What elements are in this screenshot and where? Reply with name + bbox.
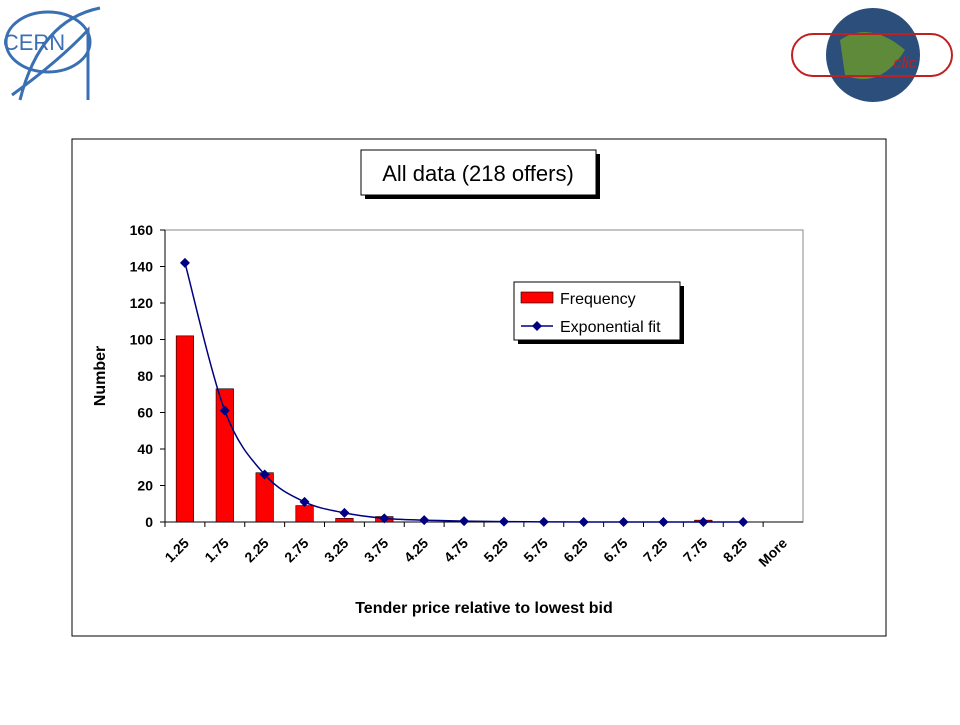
fit-marker	[738, 517, 749, 527]
bar	[335, 518, 354, 523]
fit-marker	[578, 517, 589, 527]
y-tick-label: 40	[137, 441, 153, 457]
clic-logo: clic	[791, 8, 953, 102]
bar	[175, 335, 195, 523]
legend-swatch	[532, 321, 542, 331]
fit-marker	[538, 516, 549, 527]
y-axis-label: Number	[92, 346, 109, 406]
y-tick-label: 20	[137, 478, 153, 494]
fit-marker	[259, 469, 270, 480]
title-box	[360, 149, 597, 196]
fit-marker	[618, 517, 629, 527]
y-tick-label: 120	[130, 295, 154, 311]
fit-line	[184, 262, 744, 523]
fit-marker	[459, 516, 470, 527]
fit-marker	[698, 517, 709, 527]
fit-marker	[379, 513, 390, 524]
fit-marker	[498, 516, 509, 527]
y-tick-label: 80	[137, 368, 153, 384]
cern-logo: CERN	[3, 6, 101, 101]
logo-text: CERN	[3, 30, 65, 55]
fit-marker	[299, 496, 310, 507]
chart-title: All data (218 offers)	[382, 161, 574, 186]
legend-swatch	[520, 291, 554, 304]
y-tick-label: 140	[130, 259, 154, 275]
fit-marker	[419, 515, 430, 526]
fit-marker	[219, 405, 230, 416]
y-tick-label: 0	[145, 514, 153, 530]
fit-marker	[339, 507, 350, 518]
y-tick-label: 100	[130, 332, 154, 348]
legend-label: Frequency	[560, 291, 636, 308]
legend-label: Exponential fit	[560, 319, 661, 336]
logo-text: clic	[893, 55, 916, 72]
bar	[295, 505, 314, 523]
x-axis-label: Tender price relative to lowest bid	[355, 600, 613, 617]
y-tick-label: 60	[137, 405, 153, 421]
fit-marker	[658, 517, 669, 527]
y-tick-label: 160	[130, 222, 154, 238]
legend	[513, 281, 681, 341]
fit-marker	[179, 257, 190, 268]
